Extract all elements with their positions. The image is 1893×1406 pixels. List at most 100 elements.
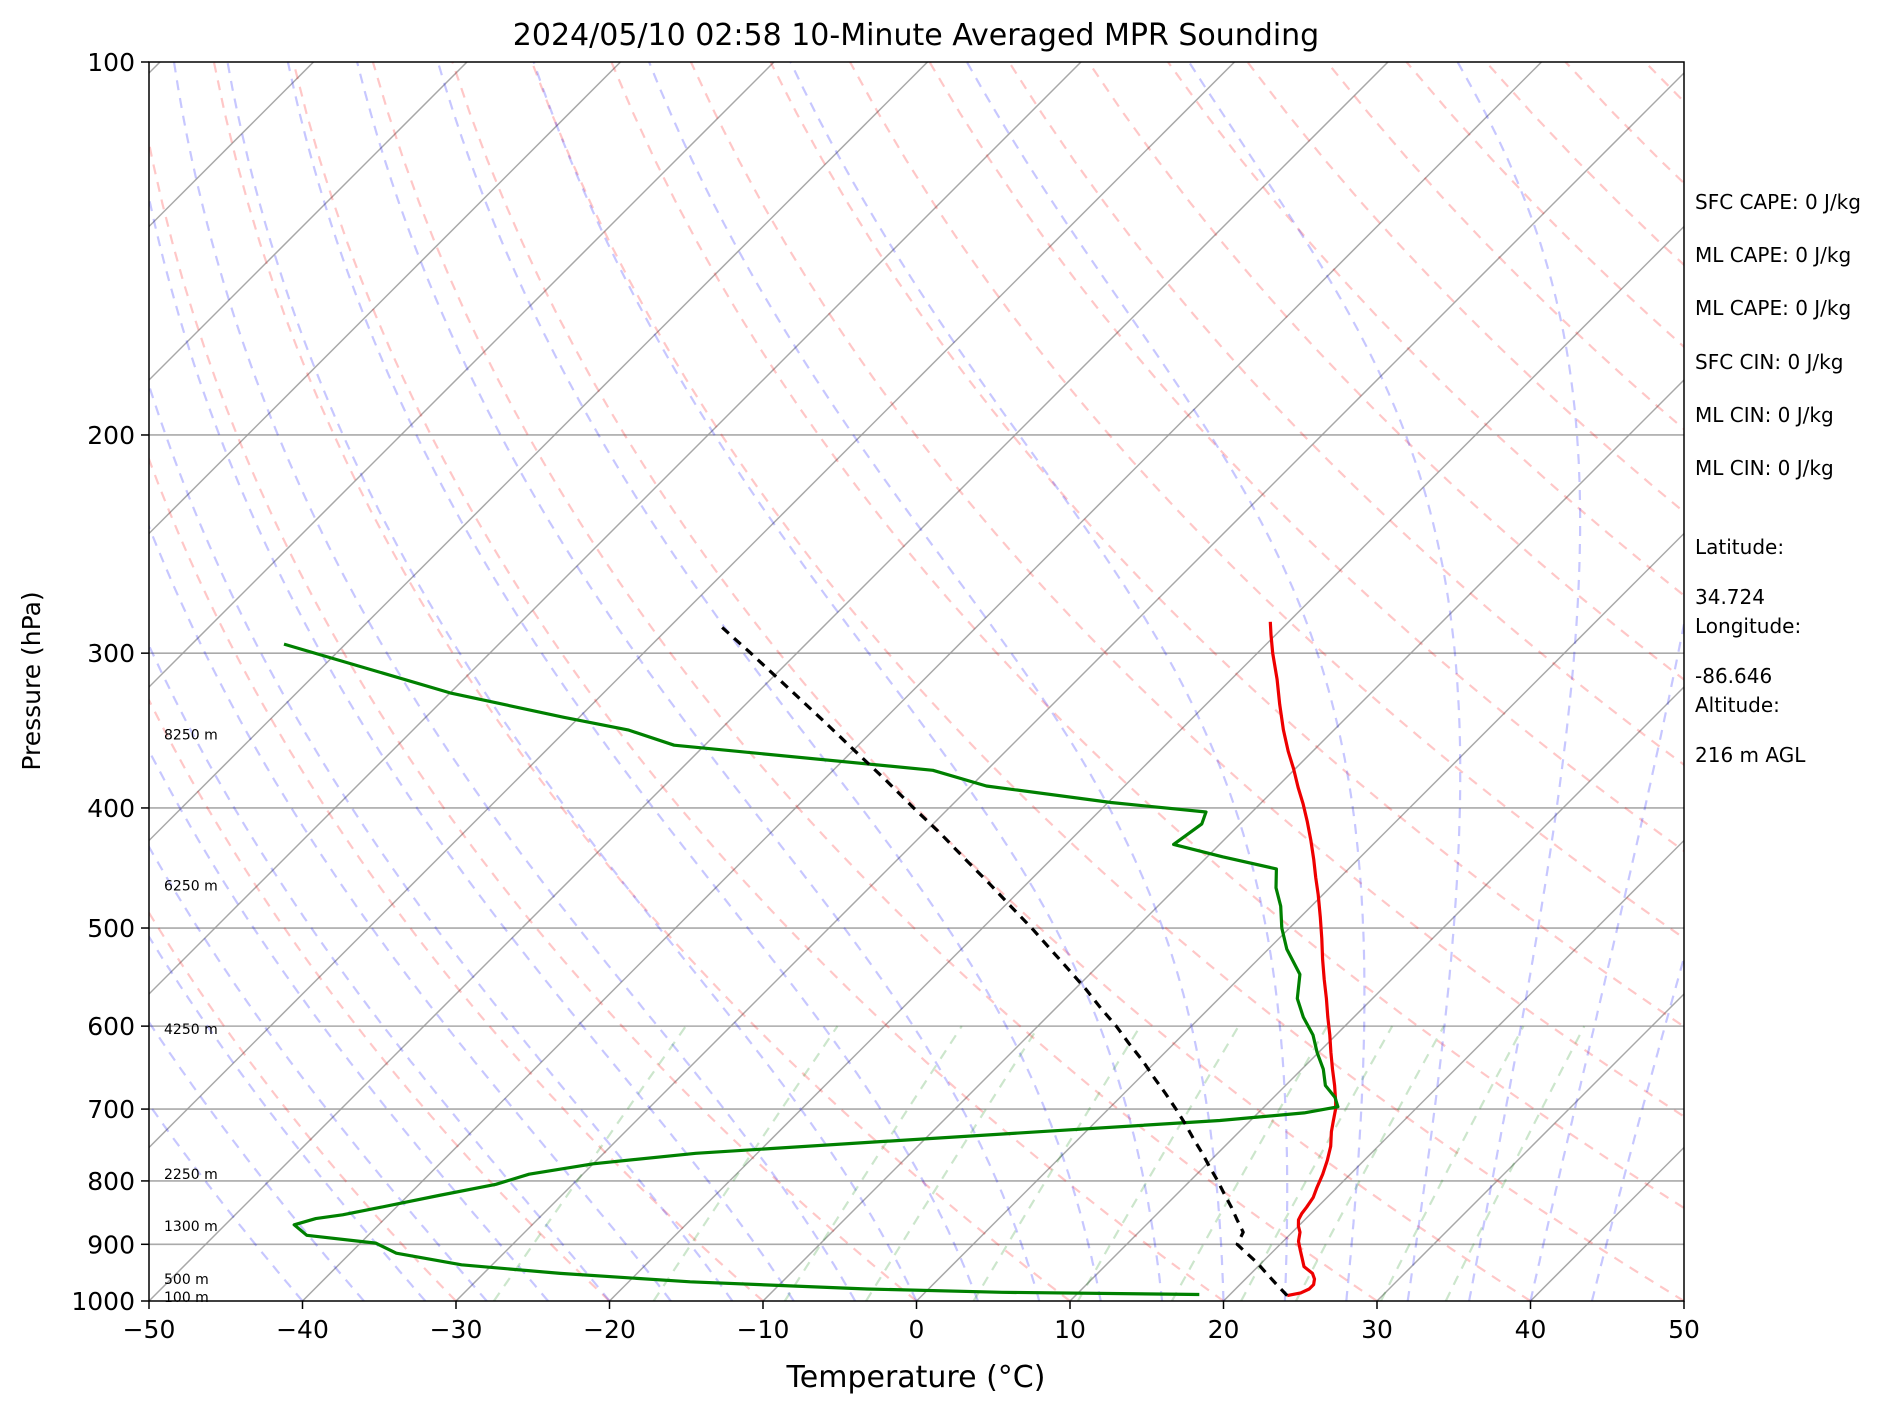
temperature-trace bbox=[1268, 621, 1338, 1298]
longitude-label: Longitude: bbox=[1695, 614, 1802, 638]
moist-adiabat bbox=[1529, 618, 1684, 1301]
isotherm-10 bbox=[1069, 685, 1684, 1301]
longitude-stat: Longitude: -86.646 bbox=[1695, 589, 1801, 714]
moist-adiabat bbox=[149, 1102, 304, 1301]
mixing-ratio-line bbox=[1295, 1025, 1445, 1301]
isotherm--100 bbox=[149, 62, 622, 535]
dry-adiabat bbox=[610, 62, 1684, 1210]
sfc-cape-stat: SFC CAPE: 0 J/kg bbox=[1695, 190, 1861, 214]
isotherm--50 bbox=[149, 62, 1389, 1301]
moist-adiabat bbox=[226, 62, 918, 1301]
mixing-ratio-line bbox=[1240, 1025, 1394, 1301]
dry-adiabat bbox=[212, 62, 1071, 1301]
altitude-label: Altitude: bbox=[1695, 693, 1780, 717]
mixing-ratio-line bbox=[1444, 1025, 1586, 1301]
dry-adiabat bbox=[149, 456, 764, 1301]
y-tick-label: 400 bbox=[87, 794, 135, 823]
altitude-value: 216 m AGL bbox=[1695, 743, 1806, 767]
y-tick-label: 200 bbox=[87, 421, 135, 450]
height-label: 1300 m bbox=[164, 1219, 218, 1235]
x-tick-label: −50 bbox=[123, 1315, 176, 1344]
x-tick-label: −20 bbox=[583, 1315, 636, 1344]
x-tick-label: 40 bbox=[1515, 1315, 1547, 1344]
moist-adiabat bbox=[149, 1020, 365, 1301]
x-axis-label: Temperature (°C) bbox=[786, 1360, 1046, 1395]
x-tick-label: 30 bbox=[1361, 1315, 1393, 1344]
mixing-ratio-line bbox=[1170, 1025, 1329, 1301]
longitude-value: -86.646 bbox=[1695, 664, 1773, 688]
isotherm--40 bbox=[301, 62, 1543, 1301]
isotherm--110 bbox=[149, 62, 468, 382]
dry-adiabat bbox=[769, 62, 1684, 1028]
y-tick-label: 100 bbox=[87, 48, 135, 77]
chart-title: 2024/05/10 02:58 10-Minute Averaged MPR … bbox=[513, 18, 1319, 53]
x-tick-label: −30 bbox=[430, 1315, 483, 1344]
mixing-ratio-line bbox=[972, 1025, 1142, 1301]
dry-adiabat bbox=[292, 62, 1225, 1301]
x-tick-label: 20 bbox=[1208, 1315, 1240, 1344]
y-tick-label: 300 bbox=[87, 639, 135, 668]
moist-adiabat bbox=[965, 62, 1366, 1301]
mixing-ratio-line bbox=[652, 1025, 839, 1301]
x-tick-label: −10 bbox=[737, 1315, 790, 1344]
x-tick-label: 0 bbox=[909, 1315, 925, 1344]
parcel-trace bbox=[719, 624, 1289, 1297]
mixing-ratio-line bbox=[865, 1025, 1040, 1301]
moist-adiabat bbox=[149, 642, 611, 1301]
moist-adiabat bbox=[648, 62, 1225, 1301]
dry-adiabat bbox=[149, 697, 611, 1301]
mixing-ratio-line bbox=[1379, 1025, 1525, 1301]
sfc-cin-stat: SFC CIN: 0 J/kg bbox=[1695, 350, 1844, 374]
x-tick-label: 50 bbox=[1668, 1315, 1700, 1344]
dry-adiabat bbox=[371, 62, 1378, 1301]
height-labels: 8250 m 6250 m 4250 m 2250 m 1300 m 500 m 100 m bbox=[164, 728, 218, 1307]
dry-adiabat bbox=[928, 62, 1684, 853]
moist-adiabat bbox=[436, 62, 1102, 1301]
height-label: 4250 m bbox=[164, 1022, 218, 1038]
isotherm--60 bbox=[149, 62, 1236, 1149]
x-tick-label: 10 bbox=[1054, 1315, 1086, 1344]
moist-adiabat bbox=[149, 748, 549, 1301]
axes: −50 −40 −30 −20 −10 0 10 20 30 40 50 100 200 300 400 50… bbox=[71, 48, 1700, 1344]
ml-cin-stat: ML CIN: 0 J/kg bbox=[1695, 403, 1834, 427]
dry-adiabat bbox=[149, 910, 457, 1301]
moist-adiabat bbox=[356, 62, 1041, 1301]
mixing-ratio-line bbox=[1076, 1025, 1240, 1301]
moist-adiabat bbox=[172, 62, 857, 1301]
height-label: 2250 m bbox=[164, 1167, 218, 1183]
reference-lines bbox=[149, 62, 1684, 1301]
isotherm-30 bbox=[1376, 992, 1684, 1301]
y-tick-label: 800 bbox=[87, 1167, 135, 1196]
dry-adiabat bbox=[849, 62, 1684, 940]
dry-adiabat bbox=[1087, 62, 1684, 682]
mixing-ratio-line bbox=[492, 1025, 687, 1301]
isotherm--30 bbox=[455, 71, 1684, 1301]
dry-adiabat bbox=[1167, 62, 1684, 597]
dry-adiabat bbox=[689, 62, 1684, 1118]
isotherm-0 bbox=[915, 532, 1684, 1301]
dewpoint-trace bbox=[283, 642, 1340, 1297]
moist-adiabat bbox=[1456, 62, 1582, 1301]
x-tick-label: −40 bbox=[276, 1315, 329, 1344]
moist-adiabat bbox=[286, 62, 979, 1301]
y-tick-label: 700 bbox=[87, 1095, 135, 1124]
latitude-label: Latitude: bbox=[1695, 535, 1785, 559]
height-label: 100 m bbox=[164, 1290, 209, 1306]
y-tick-label: 1000 bbox=[71, 1287, 135, 1316]
isotherm-20 bbox=[1222, 839, 1684, 1301]
mixing-ratio-line bbox=[783, 1025, 963, 1301]
dry-adiabat bbox=[530, 62, 1684, 1301]
latitude-value: 34.724 bbox=[1695, 585, 1765, 609]
y-tick-label: 900 bbox=[87, 1230, 135, 1259]
moist-adiabat bbox=[1590, 953, 1684, 1301]
isotherm--80 bbox=[149, 62, 929, 842]
ml-cape-stat: ML CAPE: 0 J/kg bbox=[1695, 243, 1852, 267]
isotherm--20 bbox=[608, 225, 1684, 1301]
height-label: 500 m bbox=[164, 1272, 209, 1288]
y-tick-label: 600 bbox=[87, 1012, 135, 1041]
moist-adiabat bbox=[532, 62, 1164, 1301]
isotherm--90 bbox=[149, 62, 775, 689]
y-tick-label: 500 bbox=[87, 914, 135, 943]
